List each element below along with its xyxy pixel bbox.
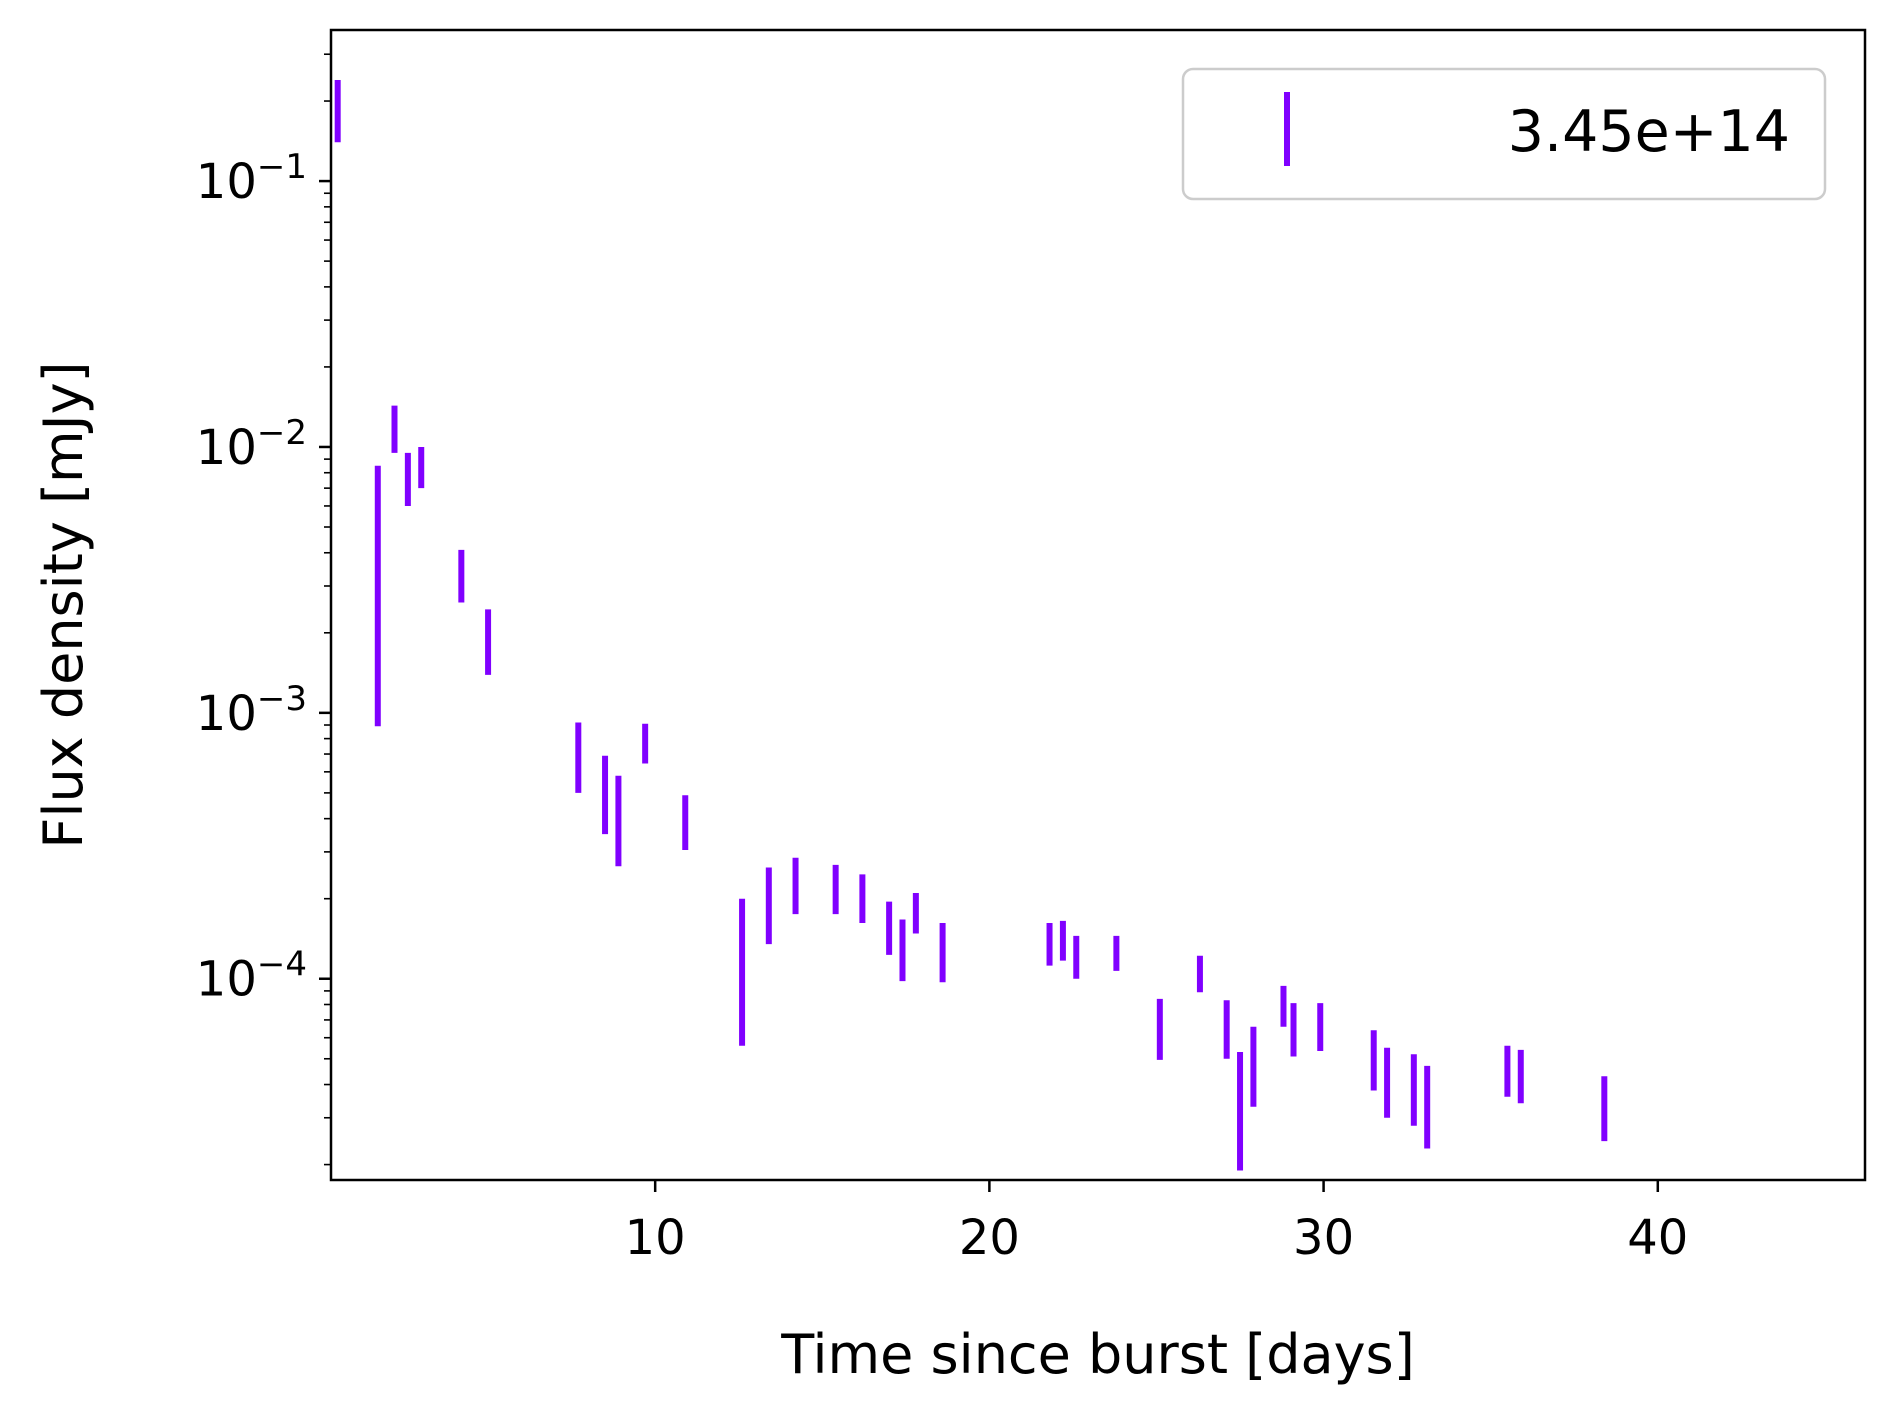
- x-axis-label: Time since burst [days]: [780, 1323, 1415, 1386]
- legend-frame: [1181, 67, 1827, 201]
- legend: 3.45e+14: [1181, 67, 1827, 201]
- y-tick-label: 10−1: [196, 147, 307, 210]
- legend-label: 3.45e+14: [1508, 99, 1790, 165]
- x-tick-label: 30: [1293, 1210, 1354, 1266]
- y-tick-label: 10−3: [196, 679, 307, 742]
- y-tick-label: 10−4: [196, 945, 307, 1008]
- y-ticks: 10−1 10−2 10−3 10−4: [196, 147, 331, 1008]
- plot-area: [331, 30, 1865, 1180]
- y-tick-label: 10−2: [196, 413, 307, 476]
- x-tick-label: 20: [959, 1210, 1020, 1266]
- x-tick-label: 10: [625, 1210, 686, 1266]
- x-ticks: 10 20 30 40: [625, 1180, 1688, 1266]
- y-axis-label: Flux density [mJy]: [32, 361, 95, 848]
- series-layer: [334, 79, 1608, 1171]
- plot-frame: [329, 28, 1867, 1182]
- x-tick-label: 40: [1627, 1210, 1688, 1266]
